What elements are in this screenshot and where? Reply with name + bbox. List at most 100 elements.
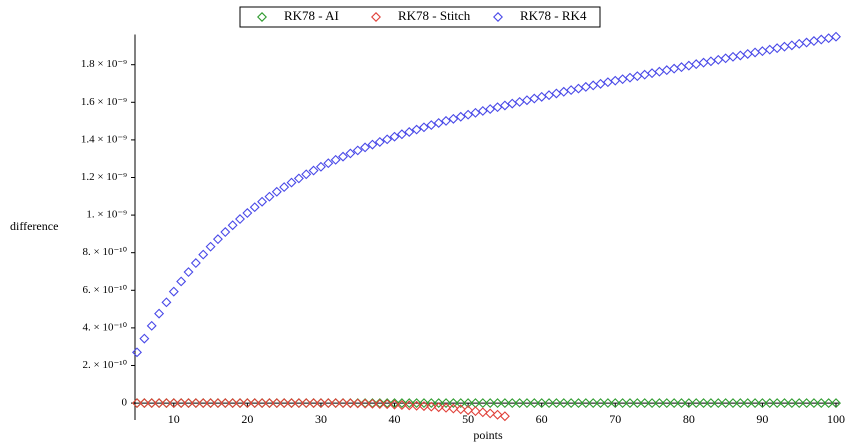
- point: [735, 398, 746, 409]
- point: [242, 208, 253, 219]
- point: [426, 398, 437, 409]
- point: [772, 398, 783, 409]
- point: [728, 398, 738, 409]
- point: [455, 111, 466, 122]
- point: [801, 37, 812, 48]
- point: [161, 398, 172, 409]
- point: [654, 398, 665, 409]
- point: [441, 115, 452, 126]
- point: [382, 399, 393, 410]
- point: [212, 398, 223, 409]
- point: [374, 399, 385, 409]
- x-tick-label: 40: [389, 412, 401, 426]
- point: [558, 86, 569, 97]
- point: [279, 398, 290, 409]
- point: [235, 398, 245, 409]
- point: [580, 398, 591, 409]
- point: [492, 398, 503, 409]
- point: [529, 93, 540, 104]
- y-tick-label: 1.2 × 10⁻⁹: [81, 171, 127, 183]
- point: [499, 398, 510, 409]
- point: [183, 398, 194, 409]
- point: [654, 66, 665, 77]
- x-tick-label: 20: [241, 412, 253, 426]
- point: [367, 398, 378, 409]
- point: [190, 258, 201, 269]
- point: [595, 398, 606, 409]
- point: [323, 158, 334, 169]
- point: [772, 43, 783, 54]
- point: [146, 320, 157, 331]
- point: [632, 71, 643, 82]
- point: [816, 34, 827, 45]
- point: [139, 398, 150, 409]
- point: [742, 398, 753, 409]
- point: [764, 398, 775, 409]
- point: [647, 398, 658, 409]
- point: [330, 154, 341, 165]
- point: [418, 122, 429, 133]
- point: [396, 398, 407, 409]
- point: [477, 407, 488, 418]
- point: [382, 134, 393, 145]
- point: [764, 44, 775, 55]
- point: [683, 398, 694, 409]
- point: [786, 40, 797, 51]
- point: [190, 398, 201, 409]
- point: [227, 220, 238, 231]
- point: [632, 398, 643, 409]
- point: [411, 400, 422, 411]
- point: [345, 398, 356, 409]
- legend-marker: [371, 12, 381, 22]
- point: [367, 139, 378, 150]
- point: [146, 398, 157, 409]
- point: [816, 398, 827, 409]
- point: [602, 398, 613, 409]
- point: [411, 398, 422, 409]
- point: [286, 398, 297, 409]
- point: [382, 398, 393, 409]
- point: [264, 398, 275, 409]
- x-tick-label: 70: [609, 412, 621, 426]
- point: [308, 398, 319, 409]
- point: [757, 398, 768, 409]
- point: [507, 98, 518, 109]
- point: [794, 38, 805, 49]
- point: [705, 398, 716, 409]
- point: [176, 398, 187, 409]
- point: [661, 398, 672, 409]
- point: [168, 398, 179, 409]
- point: [227, 398, 238, 409]
- point: [683, 60, 694, 71]
- point: [463, 405, 474, 416]
- point: [713, 398, 724, 409]
- point: [485, 408, 496, 419]
- point: [470, 107, 481, 118]
- y-tick-label: 1.4 × 10⁻⁹: [81, 133, 127, 145]
- point: [514, 398, 525, 409]
- y-tick-label: 1.8 × 10⁻⁹: [81, 58, 127, 70]
- point: [205, 398, 216, 409]
- point: [323, 398, 334, 409]
- y-tick-label: 1. × 10⁻⁹: [86, 209, 127, 221]
- point: [573, 83, 584, 94]
- y-tick-label: 2. × 10⁻¹⁰: [83, 359, 128, 371]
- point: [676, 62, 687, 73]
- point: [485, 398, 496, 409]
- point: [426, 401, 437, 412]
- point: [235, 214, 245, 225]
- point: [639, 398, 650, 409]
- point: [338, 151, 348, 162]
- point: [808, 36, 819, 46]
- point: [492, 102, 503, 113]
- legend-label: RK78 - Stitch: [398, 8, 471, 23]
- legend-marker: [493, 12, 503, 22]
- point: [154, 398, 165, 409]
- point: [198, 249, 209, 260]
- legend-box: [239, 6, 601, 28]
- point: [418, 398, 429, 409]
- point: [396, 129, 407, 140]
- point: [293, 173, 304, 184]
